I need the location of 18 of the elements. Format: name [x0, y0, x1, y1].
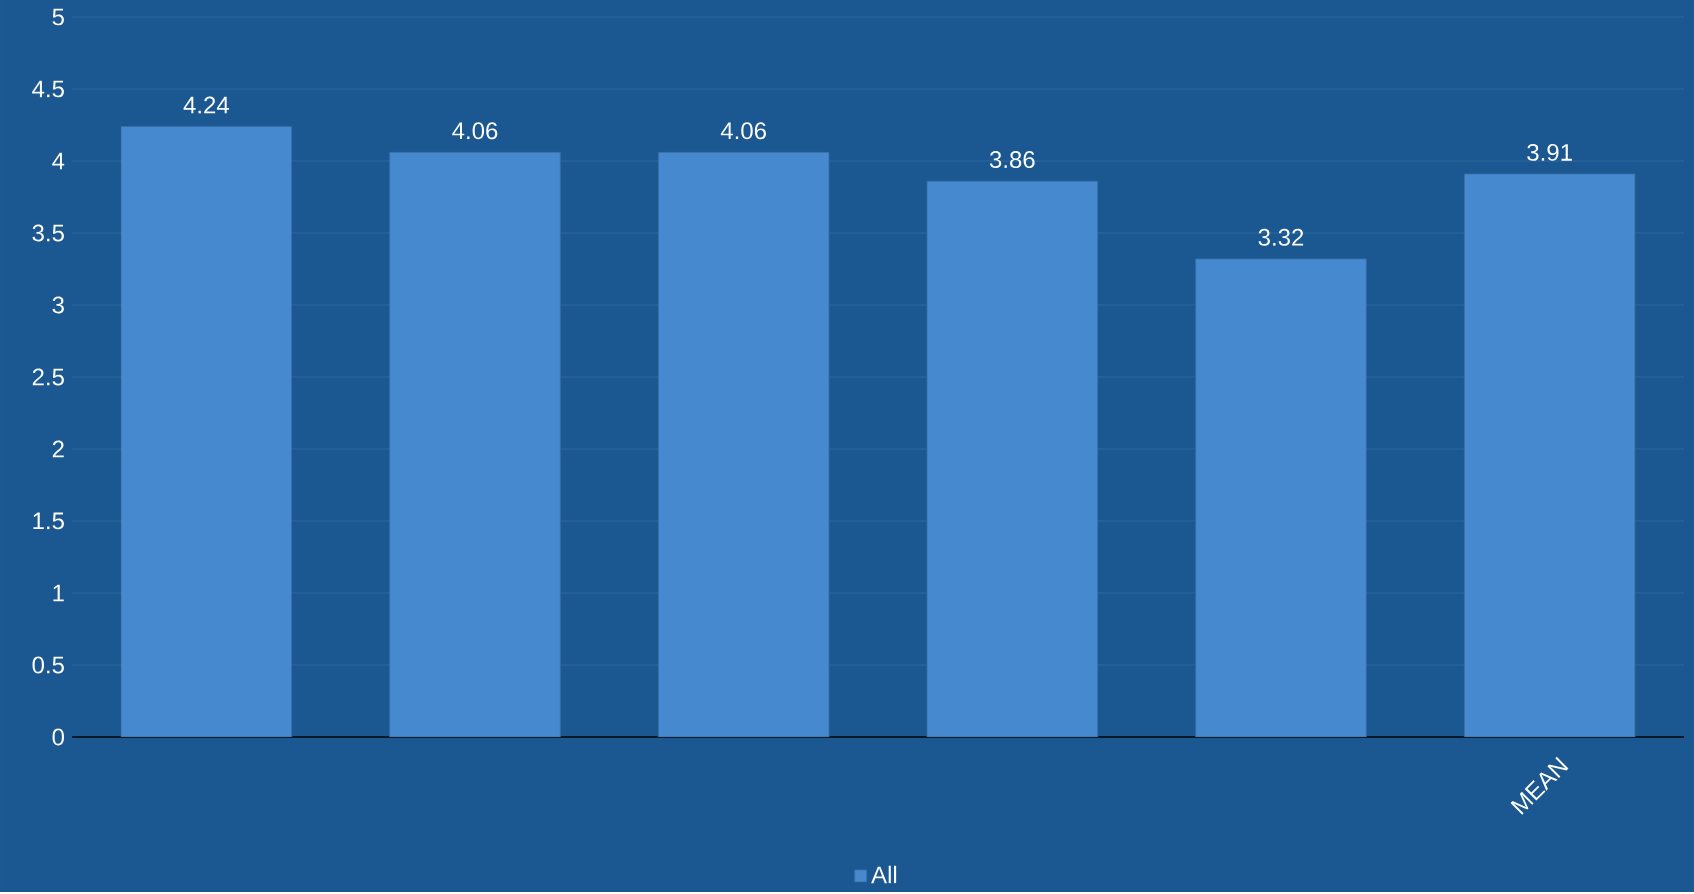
- data-label: 3.32: [1258, 228, 1304, 246]
- data-label: 3.86: [989, 151, 1035, 169]
- y-tick-label: 4.5: [32, 80, 64, 98]
- y-tick-label: 2.5: [32, 368, 64, 386]
- data-label: 3.91: [1527, 143, 1572, 161]
- y-tick-label: 1: [53, 584, 64, 602]
- data-label: 4.06: [452, 122, 498, 140]
- legend-label: All: [871, 865, 897, 884]
- y-tick-label: 0.5: [32, 656, 64, 674]
- data-label: 4.06: [720, 122, 766, 140]
- y-tick-label: 4: [52, 152, 65, 170]
- y-tick-label: 3.5: [32, 224, 64, 242]
- y-tick-label: 5: [52, 8, 64, 26]
- y-tick-label: 1.5: [33, 512, 64, 530]
- y-tick-label: 3: [52, 296, 64, 314]
- data-label: 4.24: [183, 96, 229, 114]
- y-tick-label: 0: [52, 728, 65, 746]
- y-tick-label: 2: [52, 440, 64, 458]
